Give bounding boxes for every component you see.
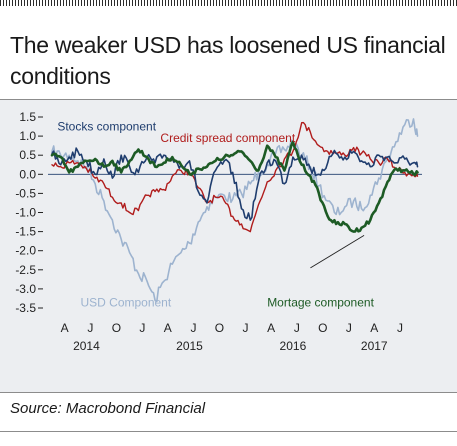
series-line-stocks: [51, 147, 419, 221]
x-tick-label: J: [139, 321, 145, 335]
x-tick-label: A: [164, 321, 172, 335]
x-year-label: 2015: [176, 339, 203, 353]
y-tick-label: 0.0: [19, 167, 36, 181]
plot-panel: 1.5 1.0 0.5 0.0 -0.5 -1.0 -1.5 -2.0 -2.5 -3.0 -3.5…: [0, 100, 457, 392]
x-tick-label: J: [87, 321, 93, 335]
y-tick-label: 0.5: [19, 148, 36, 162]
y-tick-label: -2.5: [15, 263, 36, 277]
y-tick-label: -3.5: [15, 301, 36, 315]
x-year-label: 2016: [280, 339, 307, 353]
x-tick-label: J: [242, 321, 248, 335]
y-tick-label: -1.0: [15, 206, 36, 220]
top-hatch-border: [0, 0, 457, 6]
series-label-mortgage: Mortage component: [267, 295, 374, 309]
x-tick-label: A: [61, 321, 69, 335]
y-tick-label: 1.5: [19, 110, 36, 124]
line-chart: 1.5 1.0 0.5 0.0 -0.5 -1.0 -1.5 -2.0 -2.5 -3.0 -3.5…: [15, 110, 422, 353]
series-labels: Stocks component Credit spread component U…: [57, 120, 374, 310]
x-axis: A J O J A J O J A J O J A J 2014 2015 2016 2017: [61, 321, 403, 353]
y-tick-label: -3.0: [15, 282, 36, 296]
x-tick-label: A: [267, 321, 275, 335]
y-tick-label: -1.5: [15, 225, 36, 239]
x-tick-label: J: [346, 321, 352, 335]
y-tick-label: 1.0: [19, 129, 36, 143]
x-tick-label: O: [318, 321, 327, 335]
y-tick-label: -2.0: [15, 244, 36, 258]
series-layer: [50, 118, 419, 303]
bottom-rule: [0, 431, 457, 432]
series-label-stocks: Stocks component: [57, 120, 156, 134]
y-tick-label: -0.5: [15, 186, 36, 200]
x-tick-label: A: [370, 321, 378, 335]
source-note: Source: Macrobond Financial: [10, 400, 206, 417]
x-tick-label: O: [215, 321, 224, 335]
series-line-credit: [51, 121, 419, 233]
series-line-mortgage: [50, 140, 419, 233]
x-year-label: 2014: [73, 339, 100, 353]
x-year-label: 2017: [361, 339, 388, 353]
title-divider: [0, 99, 457, 100]
x-tick-label: J: [294, 321, 300, 335]
x-tick-label: J: [190, 321, 196, 335]
series-line-usd: [51, 118, 419, 303]
source-divider: [0, 392, 457, 393]
x-tick-label: O: [112, 321, 121, 335]
annotation-arrow: [310, 235, 365, 269]
x-tick-label: J: [397, 321, 403, 335]
series-label-credit: Credit spread component: [160, 131, 295, 145]
y-axis: 1.5 1.0 0.5 0.0 -0.5 -1.0 -1.5 -2.0 -2.5 -3.0 -3.5: [15, 110, 43, 315]
chart-title: The weaker USD has loosened US financial…: [10, 32, 446, 89]
series-label-usd: USD Component: [80, 295, 171, 309]
